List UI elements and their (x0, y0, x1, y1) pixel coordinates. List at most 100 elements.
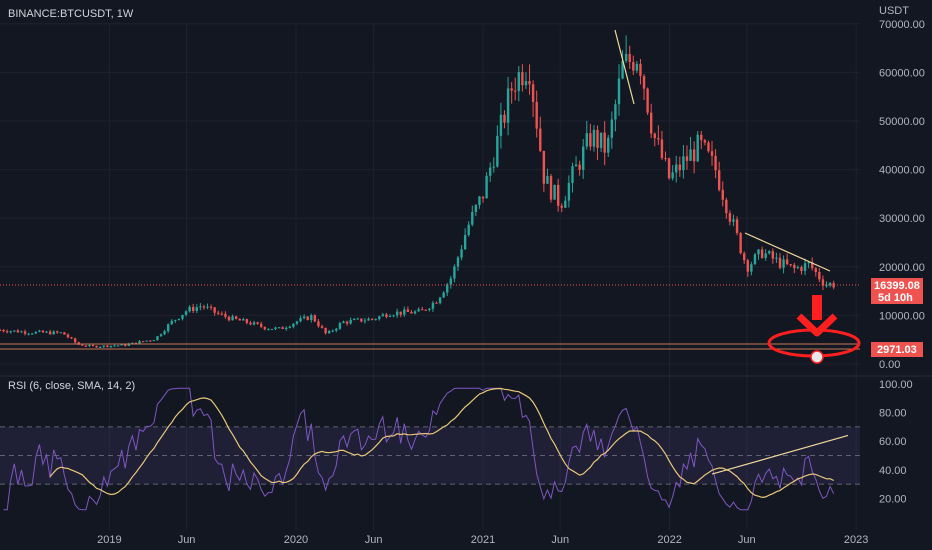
time-axis[interactable]: 2019 Jun 2020 Jun 2021 Jun 2022 Jun 2023 (97, 534, 868, 546)
candle-body (34, 331, 37, 334)
time-tick-label: 2019 (97, 534, 121, 546)
candle-body (667, 158, 671, 179)
candle-body (753, 254, 757, 265)
candle-body (592, 129, 596, 147)
candle-body (9, 331, 12, 333)
candle-body (95, 345, 98, 348)
candle-body (56, 331, 59, 333)
candle-body (195, 307, 198, 311)
candle-body (560, 205, 563, 208)
price-tick-label: 50000.00 (879, 116, 925, 128)
candle-body (803, 263, 807, 271)
candle-body (435, 302, 438, 304)
candle-body (335, 328, 338, 331)
candle-body (141, 341, 145, 343)
price-axis-unit: USDT (879, 5, 909, 17)
candle-body (263, 326, 266, 330)
candle-body (420, 309, 424, 311)
candle-body (488, 167, 492, 176)
time-tick-label: Jun (738, 534, 756, 546)
candle-body (88, 344, 91, 347)
candle-body (306, 316, 309, 321)
rsi-title[interactable]: RSI (6, close, SMA, 14, 2) (8, 380, 135, 392)
candle-body (16, 330, 20, 333)
candle-body (81, 344, 84, 346)
candle-body (388, 315, 392, 317)
candle-body (31, 333, 34, 335)
candle-body (156, 336, 159, 341)
price-gridlines (0, 23, 860, 530)
candle-body (689, 149, 692, 161)
candle-body (98, 346, 102, 348)
candle-body (378, 316, 381, 320)
candle-body (624, 53, 628, 61)
candle-body (370, 318, 374, 320)
candle-body (181, 314, 184, 319)
candle-body (649, 112, 653, 134)
price-tick-label: 60000.00 (879, 67, 925, 79)
candle-body (317, 321, 320, 327)
candle-body (231, 316, 234, 321)
candle-body (120, 344, 123, 346)
candle-body (138, 341, 141, 344)
candle-body (521, 72, 524, 86)
candle-body (274, 327, 277, 329)
candle-body (170, 320, 173, 325)
candle-body (789, 264, 792, 266)
candle-body (796, 267, 800, 269)
candle-body (59, 332, 63, 334)
candle-body (13, 330, 16, 332)
candle-body (456, 257, 460, 267)
candle-body (553, 184, 556, 200)
candle-body (63, 332, 66, 335)
candle-body (413, 311, 417, 314)
candle-body (220, 313, 224, 315)
candle-body (467, 224, 470, 236)
candle-body (238, 318, 241, 321)
rsi-tick-label: 100.00 (879, 379, 913, 391)
candle-body (131, 342, 134, 344)
candle-body (127, 343, 131, 346)
candle-body (428, 308, 431, 310)
candle-body (764, 253, 767, 259)
candle-body (503, 114, 506, 123)
candle-body (478, 196, 481, 206)
candle-body (556, 184, 560, 206)
down-arrow-icon (796, 313, 838, 337)
candle-body (707, 142, 710, 152)
candle-body (653, 133, 656, 139)
candle-body (821, 279, 825, 286)
candle-body (696, 134, 699, 162)
candle-body (363, 320, 367, 322)
candle-body (149, 340, 152, 342)
candle-body (48, 331, 52, 335)
candle-body (91, 344, 95, 346)
current-price-tag: 16399.08 5d 10h (871, 278, 923, 304)
candle-body (825, 285, 828, 287)
candle-body (460, 249, 463, 258)
symbol-title[interactable]: BINANCE:BTCUSDT, 1W (8, 8, 134, 20)
candle-body (793, 264, 796, 269)
candle-body (800, 267, 803, 271)
candle-body (757, 249, 760, 255)
candle-body (277, 327, 281, 329)
candle-body (660, 139, 664, 159)
candle-body (635, 63, 639, 71)
candle-body (403, 309, 406, 315)
candle-body (331, 330, 334, 332)
candle-body (675, 164, 678, 173)
candle-body (234, 316, 238, 319)
price-axis[interactable]: 0.00 10000.00 20000.00 30000.00 40000.00 5000… (879, 19, 925, 371)
candle-body (743, 253, 746, 261)
resistance-trendline (744, 232, 831, 272)
candle-body (496, 135, 499, 167)
rsi-pane (0, 387, 860, 511)
down-arrow-shaft (812, 295, 822, 320)
candle-body (589, 133, 592, 147)
rsi-axis[interactable]: 20.00 40.00 60.00 80.00 100.00 (879, 379, 913, 505)
candle-body (73, 338, 77, 343)
candle-body (474, 205, 478, 213)
candle-body (209, 306, 213, 308)
bar-countdown: 5d 10h (878, 292, 913, 304)
